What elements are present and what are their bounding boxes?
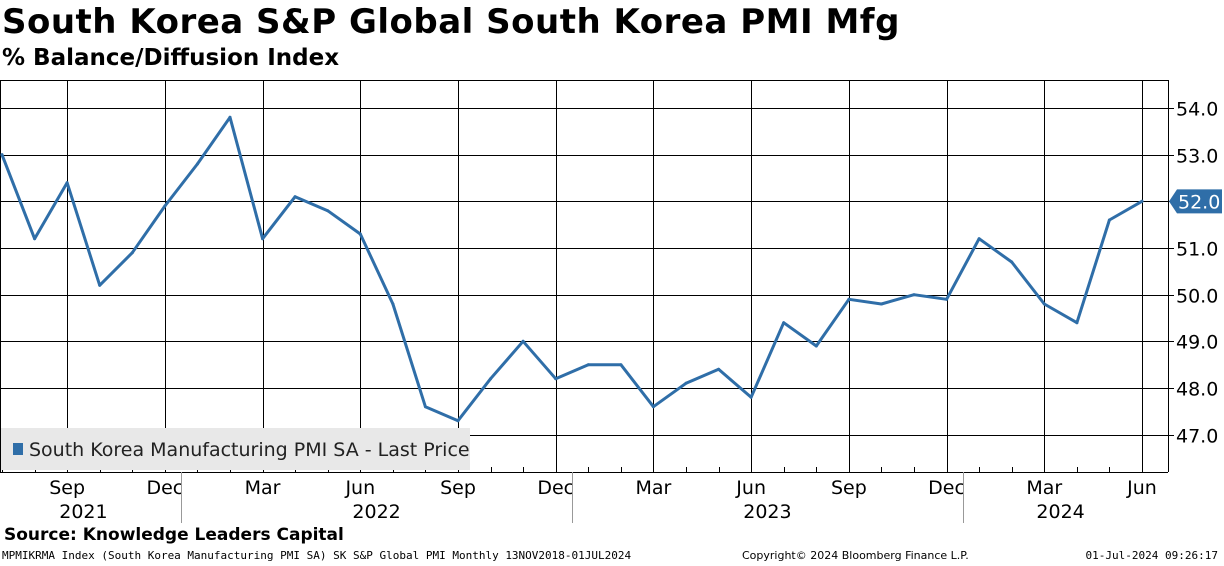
x-tick-label: Mar (1026, 477, 1062, 499)
x-tick-label: Sep (440, 477, 476, 499)
data-point (782, 321, 786, 325)
data-point (423, 405, 427, 409)
data-point (130, 251, 134, 255)
x-tick-label: Dec (537, 477, 574, 499)
source-note: Source: Knowledge Leaders Capital (4, 525, 344, 545)
footer-timestamp: 01-Jul-2024 09:26:17 (1085, 549, 1218, 562)
data-point (1107, 218, 1111, 222)
data-point (195, 162, 199, 166)
data-point (1140, 199, 1144, 203)
data-point (1042, 302, 1046, 306)
y-tick-label: 51.0 (1176, 239, 1218, 261)
x-year-label: 2022 (352, 501, 400, 523)
chart-title: South Korea S&P Global South Korea PMI M… (2, 2, 900, 42)
x-tick-label: Sep (831, 477, 867, 499)
y-tick-label: 50.0 (1176, 286, 1218, 308)
x-tick-label: Sep (49, 477, 85, 499)
y-tick-label: 49.0 (1176, 332, 1218, 354)
data-point (847, 297, 851, 301)
x-tick-label: Dec (146, 477, 183, 499)
legend-swatch (13, 443, 23, 455)
data-point (651, 405, 655, 409)
x-tick-label: Dec (928, 477, 965, 499)
y-tick-label: 47.0 (1176, 426, 1218, 448)
data-point (1010, 260, 1014, 264)
data-point (261, 237, 265, 241)
data-point (912, 293, 916, 297)
data-point (749, 395, 753, 399)
legend-label: South Korea Manufacturing PMI SA - Last … (29, 439, 470, 461)
last-value-badge (1169, 189, 1222, 214)
data-point (0, 153, 4, 157)
chart-subtitle: % Balance/Diffusion Index (2, 45, 340, 71)
series-line (0, 115, 1144, 423)
x-year-label: 2024 (1036, 501, 1084, 523)
data-point (358, 232, 362, 236)
data-point (619, 363, 623, 367)
footer-series-info: MPMIKRMA Index (South Korea Manufacturin… (2, 549, 632, 562)
data-point (586, 363, 590, 367)
data-point (228, 115, 232, 119)
last-value-label: 52.0 (1178, 191, 1220, 213)
data-point (65, 181, 69, 185)
data-point (1075, 321, 1079, 325)
data-point (98, 283, 102, 287)
data-point (521, 339, 525, 343)
x-year-label: 2021 (59, 501, 107, 523)
data-point (456, 419, 460, 423)
y-tick-label: 48.0 (1176, 379, 1218, 401)
data-point (293, 195, 297, 199)
data-point (33, 237, 37, 241)
y-tick-label: 53.0 (1176, 146, 1218, 168)
x-tick-label: Jun (735, 477, 766, 499)
x-year-label: 2023 (743, 501, 791, 523)
x-tick-label: Jun (344, 477, 375, 499)
y-tick-label: 54.0 (1176, 99, 1218, 121)
footer-copyright: Copyright© 2024 Bloomberg Finance L.P. (742, 549, 969, 562)
data-point (163, 204, 167, 208)
data-point (977, 237, 981, 241)
legend-box (1, 428, 470, 470)
data-point (489, 377, 493, 381)
x-tick-label: Mar (635, 477, 671, 499)
data-point (814, 344, 818, 348)
data-point (945, 297, 949, 301)
x-tick-label: Jun (1126, 477, 1157, 499)
data-point (879, 302, 883, 306)
data-point (554, 377, 558, 381)
data-point (717, 367, 721, 371)
data-point (684, 381, 688, 385)
x-tick-label: Mar (245, 477, 281, 499)
data-point (391, 302, 395, 306)
data-point (326, 209, 330, 213)
